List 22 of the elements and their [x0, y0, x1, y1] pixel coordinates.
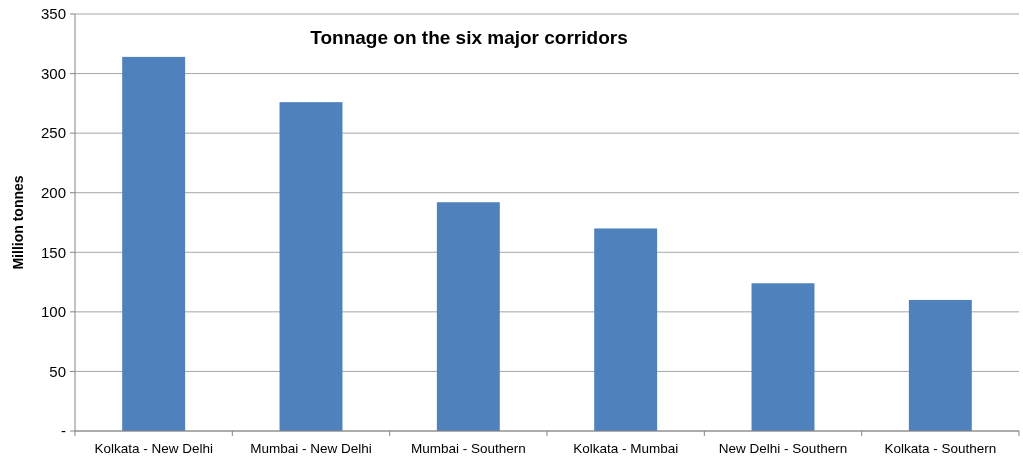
y-tick-label: 150: [40, 243, 66, 261]
bar: [122, 56, 186, 431]
y-axis-title: Million tonnes: [10, 175, 26, 270]
x-tick-label: Mumbai - Southern: [410, 441, 526, 456]
bar: [436, 202, 500, 431]
x-tick-label: Kolkata - Mumbai: [573, 441, 679, 456]
x-tick-label: Mumbai - New Delhi: [250, 441, 372, 456]
x-tick-label: Kolkata - Southern: [884, 441, 997, 456]
y-tick-label: 200: [40, 183, 66, 201]
y-tick-label: 350: [40, 5, 66, 23]
bar: [908, 299, 972, 431]
y-tick-label: 100: [40, 303, 66, 321]
text: Tonnage on the six major corridors: [310, 27, 628, 48]
x-tick-label: Kolkata - New Delhi: [94, 441, 213, 456]
y-tick-label: 50: [49, 362, 66, 380]
bar: [751, 283, 815, 431]
bar: [594, 228, 658, 431]
y-tick-label: 300: [40, 64, 66, 82]
y-tick-label: -: [61, 422, 66, 440]
x-tick-label: New Delhi - Southern: [718, 441, 848, 456]
bar: [279, 102, 343, 431]
y-tick-label: 250: [40, 124, 66, 142]
